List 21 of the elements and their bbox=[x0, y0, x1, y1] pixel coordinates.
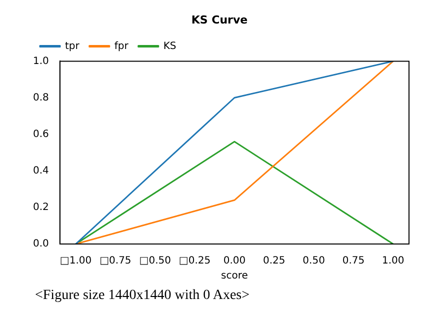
chart-title: KS Curve bbox=[191, 13, 248, 26]
x-tick-label: □0.25 bbox=[178, 256, 211, 267]
x-tick-label: 0.00 bbox=[223, 256, 246, 267]
x-tick-label: 1.00 bbox=[382, 256, 404, 267]
text: <Figure size 1440x1440 with 0 Axes> bbox=[35, 288, 250, 304]
y-tick-label: 0.2 bbox=[32, 202, 49, 214]
y-tick-label: 1.0 bbox=[32, 56, 49, 67]
legend-label: tpr bbox=[65, 40, 80, 52]
y-tick-label: 0.8 bbox=[32, 92, 49, 104]
x-tick-label: □1.00 bbox=[60, 256, 92, 267]
y-tick-label: 0.6 bbox=[32, 128, 49, 140]
legend-label: fpr bbox=[114, 40, 130, 52]
y-tick-label: 0.4 bbox=[32, 165, 49, 176]
x-tick-label: 0.25 bbox=[262, 256, 286, 267]
legend-label: KS bbox=[163, 40, 176, 52]
x-tick-label: □0.50 bbox=[139, 256, 171, 267]
x-tick-label: □0.75 bbox=[100, 256, 132, 267]
x-tick-label: 0.50 bbox=[302, 256, 325, 267]
x-axis-title: score bbox=[221, 270, 248, 282]
y-tick-label: 0.0 bbox=[32, 238, 49, 250]
x-tick-label: 0.75 bbox=[342, 256, 365, 267]
